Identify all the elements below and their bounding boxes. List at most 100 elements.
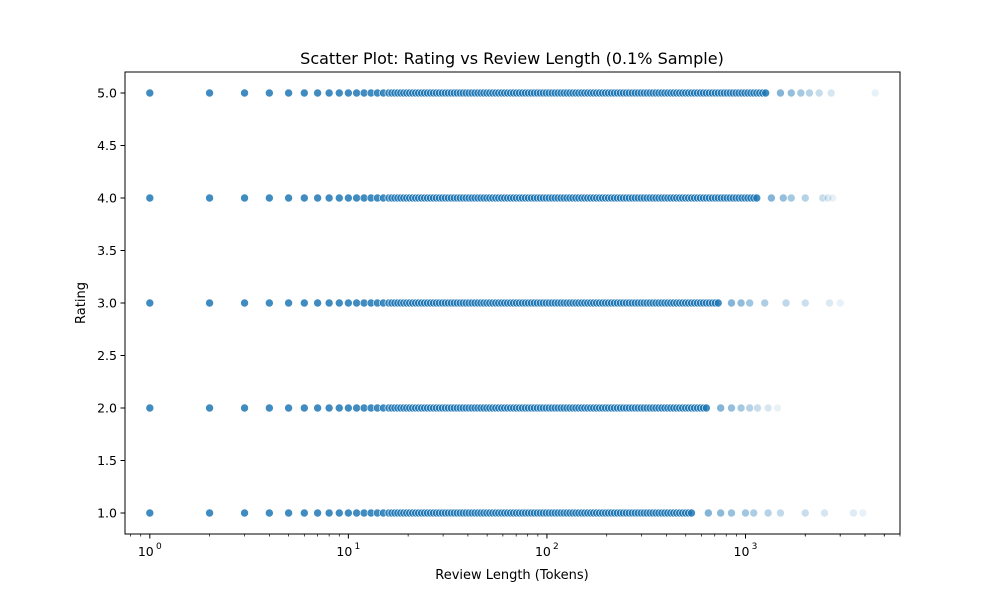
data-point: [352, 193, 361, 203]
data-point: [300, 298, 309, 308]
data-point-sparse: [858, 508, 868, 518]
data-point-sparse: [745, 298, 755, 308]
y-axis: 1.0 1.5 2.0 2.5 3.0 3.5 4.0 4.5 5.0: [97, 86, 125, 521]
data-point: [300, 403, 309, 413]
data-point-sparse: [826, 88, 836, 98]
data-point: [240, 508, 249, 518]
data-point: [344, 508, 353, 518]
data-point-sparse: [870, 88, 880, 98]
data-point: [240, 298, 249, 308]
data-point-sparse: [727, 298, 736, 308]
data-point: [300, 88, 309, 98]
data-point-sparse: [727, 403, 736, 413]
data-point: [240, 88, 249, 98]
data-point-sparse: [800, 508, 810, 518]
y-tick-label: 4.5: [97, 138, 117, 153]
x-tick-exponent: 1: [355, 542, 361, 552]
y-tick-label: 1.0: [97, 506, 117, 521]
data-point-sparse: [741, 508, 750, 518]
x-axis-label: Review Length (Tokens): [435, 568, 588, 583]
data-point-sparse: [828, 193, 838, 203]
data-point-sparse: [820, 508, 829, 518]
data-point: [334, 298, 344, 308]
data-point-sparse: [753, 403, 762, 413]
data-point: [352, 88, 361, 98]
data-point: [344, 88, 353, 98]
points-layer: [145, 88, 880, 518]
data-point: [300, 508, 309, 518]
data-point-sparse: [736, 298, 746, 308]
data-point: [324, 403, 334, 413]
x-tick-base: 10: [535, 544, 551, 559]
x-tick-base: 10: [336, 544, 352, 559]
data-point: [334, 88, 344, 98]
x-tick-exponent: 0: [156, 542, 162, 552]
data-point-sparse: [786, 88, 796, 98]
data-point: [284, 508, 293, 518]
y-tick-label: 3.5: [97, 243, 117, 258]
data-point: [752, 193, 762, 203]
data-point: [313, 508, 322, 518]
data-point-sparse: [727, 508, 736, 518]
chart-title: Scatter Plot: Rating vs Review Length (0…: [300, 49, 724, 68]
data-point: [205, 193, 214, 203]
data-point-sparse: [814, 88, 824, 98]
data-point: [761, 88, 770, 98]
data-point-sparse: [800, 298, 810, 308]
x-tick-label: 10: [535, 544, 551, 559]
x-tick-exponent: 2: [553, 542, 559, 552]
y-tick-label: 4.0: [97, 191, 117, 206]
data-point: [145, 88, 155, 98]
data-point: [284, 88, 293, 98]
data-point-sparse: [818, 193, 828, 203]
data-point: [265, 508, 274, 518]
x-axis: 10 0 10 1 10 2 10 3: [130, 534, 901, 559]
data-point: [205, 88, 214, 98]
data-point: [240, 403, 249, 413]
data-point-sparse: [767, 193, 776, 203]
data-point-sparse: [716, 508, 725, 518]
x-tick-base: 10: [734, 544, 750, 559]
data-point-sparse: [778, 193, 788, 203]
data-point: [344, 403, 353, 413]
data-point: [334, 193, 344, 203]
data-point: [313, 403, 322, 413]
y-tick-label: 5.0: [97, 86, 117, 101]
data-point: [687, 508, 696, 518]
data-point: [265, 88, 274, 98]
x-tick-exponent: 3: [752, 542, 758, 552]
data-point-sparse: [704, 508, 713, 518]
data-point-sparse: [823, 193, 833, 203]
data-point: [284, 298, 293, 308]
y-tick-label: 1.5: [97, 453, 117, 468]
data-point-sparse: [800, 193, 810, 203]
y-tick-label: 3.0: [97, 296, 117, 311]
y-tick-label: 2.5: [97, 348, 117, 363]
data-point-sparse: [781, 298, 791, 308]
data-point: [145, 403, 155, 413]
data-point: [352, 508, 361, 518]
data-point: [145, 508, 155, 518]
x-tick-label: 10: [336, 544, 352, 559]
data-point-sparse: [745, 403, 755, 413]
data-point: [313, 88, 322, 98]
data-point-sparse: [776, 88, 785, 98]
y-tick-label: 2.0: [97, 401, 117, 416]
data-point: [313, 193, 322, 203]
data-point-sparse: [763, 508, 773, 518]
data-point-sparse: [786, 193, 796, 203]
data-point: [313, 298, 322, 308]
x-tick-label: 10: [734, 544, 750, 559]
data-point: [205, 298, 214, 308]
data-point: [324, 508, 334, 518]
data-point-sparse: [716, 403, 725, 413]
data-point: [352, 403, 361, 413]
data-point: [324, 298, 334, 308]
data-point-sparse: [736, 403, 746, 413]
data-point: [240, 193, 249, 203]
data-point: [702, 403, 711, 413]
x-tick-label: 10: [138, 544, 154, 559]
data-point: [324, 88, 334, 98]
data-point: [713, 298, 723, 308]
